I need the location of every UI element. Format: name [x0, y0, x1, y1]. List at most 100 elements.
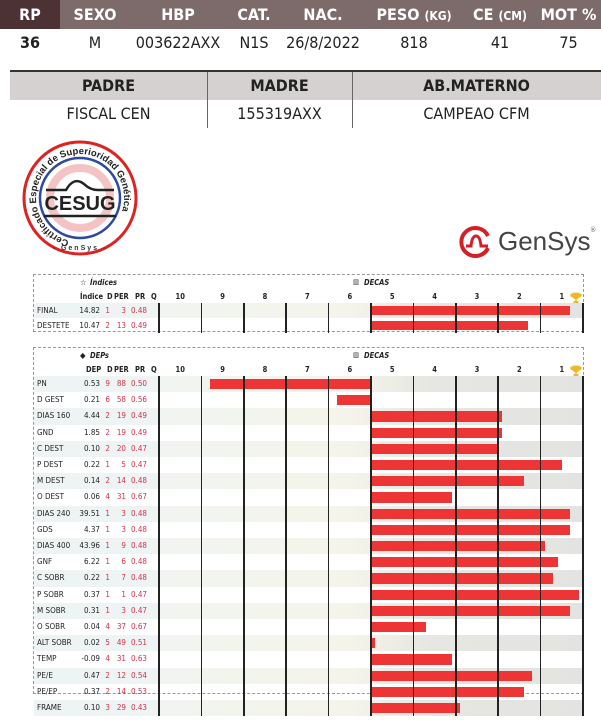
row-value: 1.85: [83, 427, 100, 437]
decas-bar: [371, 443, 499, 455]
decas-bar: [371, 621, 427, 633]
divider: [352, 72, 353, 128]
decas-bar: [209, 378, 371, 390]
row-value: 0.37: [83, 686, 100, 696]
row-precision: 0.47: [130, 589, 147, 599]
row-value: 0.21: [83, 395, 100, 405]
table-row: DESTETE 10.47 2 13 0.49: [34, 318, 583, 333]
row-decile: 2: [105, 320, 110, 330]
row-precision: 0.47: [130, 605, 147, 615]
row-precision: 0.48: [130, 573, 147, 583]
indices-panel: ☆ Índices ▥ DECAS Índice D PER PR Q 10 9 8 7 6 5 4 3 2 1 FI…: [33, 274, 584, 333]
table-row: M SOBR 0.31 1 3 0.47: [34, 602, 583, 619]
row-value: 10.47: [79, 320, 100, 330]
decas-bar: [371, 605, 571, 617]
decas-bar: [371, 411, 503, 422]
decas-bar: [371, 524, 571, 536]
row-percentile: 49: [116, 638, 126, 648]
table-row: DIAS 400 43.96 1 9 0.48: [34, 538, 583, 555]
row-percentile: 31: [116, 492, 126, 502]
row-precision: 0.50: [130, 379, 147, 389]
row-label: O SOBR: [37, 622, 66, 632]
value-hbp: 003622AXX: [135, 33, 221, 52]
grid-line: [497, 303, 499, 333]
row-decile: 2: [105, 427, 110, 437]
row-decile: 1: [105, 605, 110, 615]
row-precision: 0.49: [130, 411, 147, 421]
column-header-índice: Índice: [80, 292, 104, 301]
table-row: P SOBR 0.37 1 1 0.47: [34, 587, 583, 603]
decas-column-4: 4: [432, 365, 437, 374]
row-precision: 0.48: [130, 524, 147, 534]
row-label: M SOBR: [37, 605, 66, 615]
row-value: 0.10: [83, 443, 100, 453]
decas-column-3: 3: [474, 365, 480, 374]
header-mot: MOT %: [540, 5, 597, 24]
decas-bar: [371, 557, 558, 568]
grid-line: [497, 376, 499, 717]
row-label: GNF: [37, 557, 53, 567]
decas-title: DECAS: [364, 351, 390, 360]
decas-bar: [371, 492, 452, 503]
column-header-q: Q: [151, 292, 157, 301]
row-label: ALT SOBR: [37, 638, 72, 648]
row-bg: [34, 440, 159, 457]
row-precision: 0.63: [130, 654, 147, 664]
grid-line: [327, 376, 330, 717]
decas-column-5: 5: [389, 292, 395, 301]
row-decile: 2: [105, 686, 110, 696]
row-decile: 4: [105, 654, 110, 664]
row-precision: 0.67: [130, 492, 147, 502]
column-header-pr: PR: [135, 365, 146, 374]
decas-bar: [337, 395, 371, 406]
grid-line: [412, 303, 415, 333]
row-percentile: 88: [116, 379, 126, 389]
grid-line: [200, 376, 203, 717]
row-bg: [34, 570, 159, 587]
row-precision: 0.47: [130, 460, 147, 470]
grid-line: [243, 376, 245, 717]
row-precision: 0.53: [130, 686, 147, 696]
row-label: C DEST: [37, 443, 64, 453]
column-header-per: PER: [114, 292, 129, 301]
grid-line: [158, 376, 160, 717]
grid-line: [285, 376, 287, 717]
row-precision: 0.56: [130, 395, 147, 405]
row-precision: 0.49: [130, 427, 147, 437]
row-precision: 0.48: [130, 541, 147, 551]
row-value: 0.04: [83, 622, 100, 632]
peso-unit: (KG): [424, 9, 452, 23]
decas-column-1: 1: [559, 292, 565, 301]
row-value: 0.10: [83, 703, 100, 713]
decas-column-2: 2: [517, 292, 522, 301]
trophy-icon: [569, 289, 582, 308]
header-cat: CAT.: [237, 5, 271, 24]
table-row: PE/E 0.47 2 12 0.54: [34, 667, 583, 684]
trophy-icon: [569, 362, 582, 381]
column-header-per: PER: [114, 365, 129, 374]
row-decile: 2: [105, 443, 110, 453]
row-precision: 0.67: [130, 622, 147, 632]
row-percentile: 12: [116, 670, 126, 680]
row-percentile: 13: [116, 320, 126, 330]
decas-column-6: 6: [347, 292, 353, 301]
row-value: 14.82: [79, 305, 100, 315]
grid-line: [370, 376, 372, 717]
row-precision: 0.54: [130, 670, 147, 680]
row-percentile: 19: [116, 411, 126, 421]
ce-unit: (CM): [498, 9, 527, 23]
divider: [207, 72, 208, 128]
row-decile: 1: [105, 508, 110, 518]
table-row: O DEST 0.06 4 31 0.67: [34, 489, 583, 505]
row-percentile: 14: [116, 476, 126, 486]
gensys-wordmark: GenSys: [498, 226, 591, 256]
row-decile: 1: [105, 573, 110, 583]
row-percentile: 19: [116, 427, 126, 437]
decas-column-3: 3: [474, 292, 480, 301]
row-value: 0.47: [83, 670, 100, 680]
ce-label: CE: [473, 5, 494, 24]
decas-bar: [371, 540, 545, 552]
decas-column-2: 2: [517, 365, 522, 374]
row-decile: 1: [105, 557, 110, 567]
grid-line: [285, 303, 287, 333]
